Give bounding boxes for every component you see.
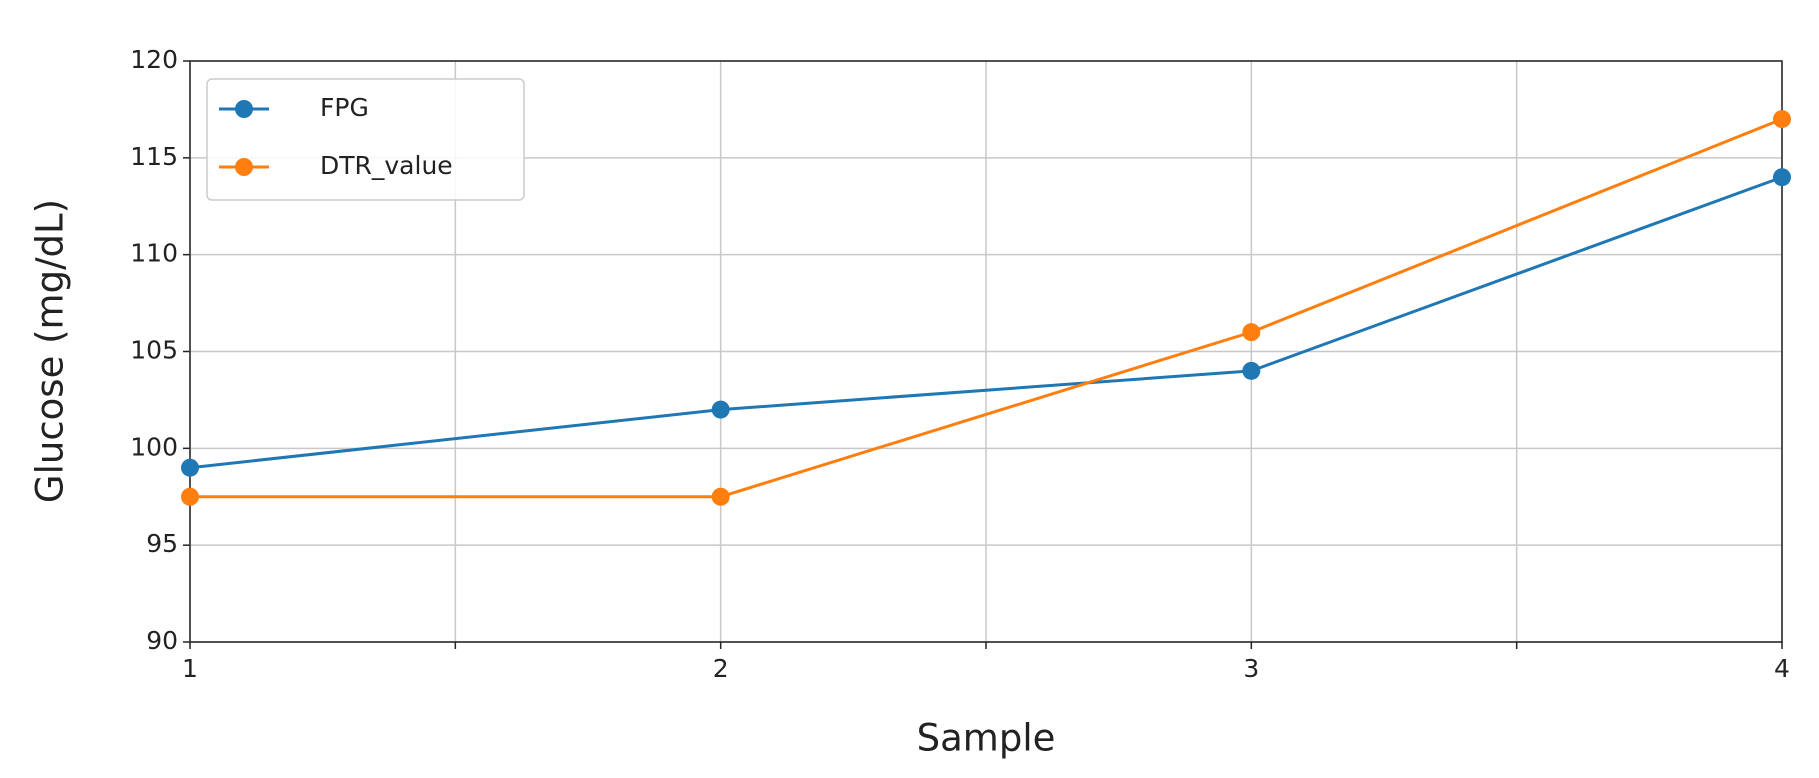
data-point [181, 487, 199, 506]
data-point [711, 400, 730, 419]
data-point [181, 458, 199, 477]
x-tick-label: 2 [713, 654, 729, 683]
data-point [711, 487, 730, 506]
y-axis-label: Glucose (mg/dL) [29, 199, 72, 503]
data-point [1242, 361, 1261, 380]
series-line [190, 117, 1783, 499]
x-tick-label: 1 [182, 654, 198, 683]
data-point [1773, 168, 1791, 187]
legend-label: DTR_value [320, 151, 453, 180]
x-tick-label: 3 [1243, 654, 1259, 683]
y-tick-label: 90 [146, 626, 178, 655]
y-tick-label: 115 [130, 142, 178, 171]
x-axis-label: Sample [917, 717, 1056, 760]
y-tick-label: 105 [130, 336, 178, 365]
data-point [1773, 110, 1791, 129]
y-tick-label: 95 [146, 529, 178, 558]
y-tick-label: 120 [130, 45, 178, 74]
y-tick-label: 110 [130, 239, 178, 268]
y-tick-label: 100 [130, 432, 178, 461]
legend-marker [235, 158, 253, 176]
x-tick-label: 4 [1774, 654, 1790, 683]
series-line [189, 175, 1783, 470]
data-point [1242, 323, 1261, 342]
plot-frame [189, 60, 1783, 643]
legend-marker [235, 100, 253, 118]
legend-box [206, 78, 525, 201]
legend-label: FPG [320, 93, 369, 122]
